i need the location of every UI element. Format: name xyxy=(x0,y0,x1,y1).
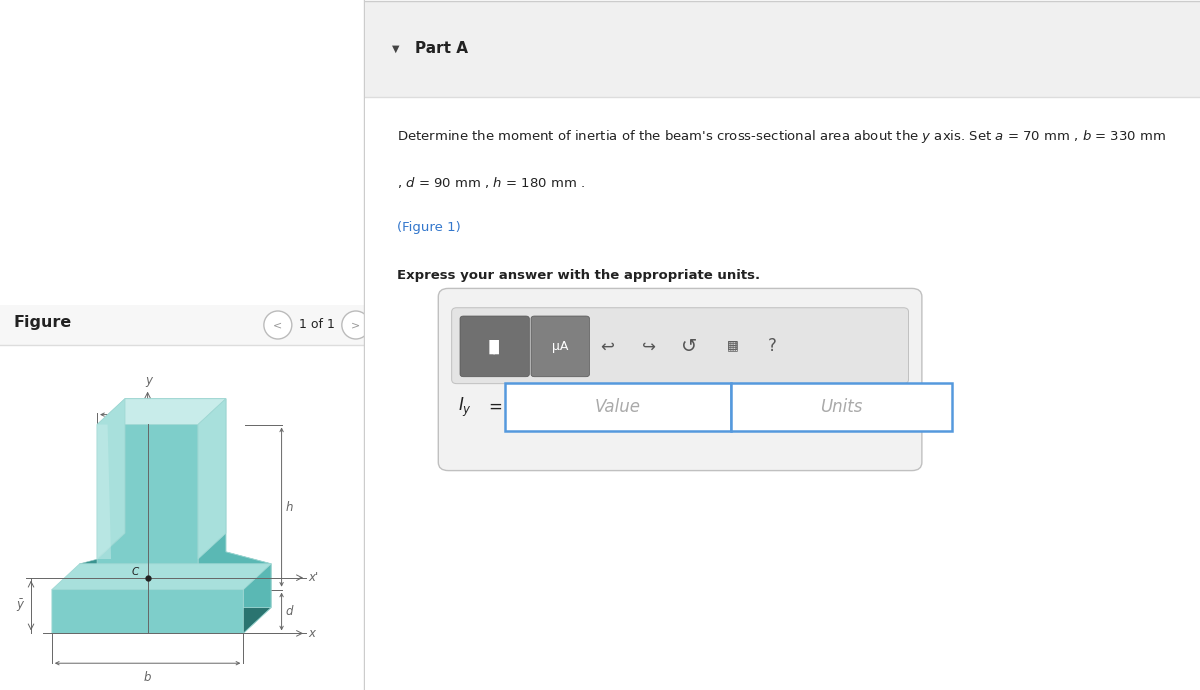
Polygon shape xyxy=(52,424,244,633)
Text: $\bar{y}$: $\bar{y}$ xyxy=(17,598,26,613)
Polygon shape xyxy=(97,424,112,559)
Bar xyxy=(505,383,731,431)
Text: ▼: ▼ xyxy=(391,44,400,54)
Text: (Figure 1): (Figure 1) xyxy=(396,221,461,234)
Text: b: b xyxy=(144,671,151,684)
FancyBboxPatch shape xyxy=(451,308,908,384)
Text: ▐▌: ▐▌ xyxy=(484,339,505,353)
Text: C: C xyxy=(132,566,139,577)
Text: ▦: ▦ xyxy=(726,340,738,353)
Text: x': x' xyxy=(308,571,319,584)
Polygon shape xyxy=(52,607,271,633)
Text: >: > xyxy=(352,320,360,330)
Text: ⊟: ⊟ xyxy=(726,339,738,353)
Text: ↩: ↩ xyxy=(600,337,614,355)
Text: μA: μA xyxy=(552,340,569,353)
Text: h: h xyxy=(286,500,294,513)
Text: a: a xyxy=(119,402,126,412)
Polygon shape xyxy=(97,399,125,559)
Text: ↪: ↪ xyxy=(642,337,655,355)
FancyBboxPatch shape xyxy=(532,316,589,377)
Bar xyxy=(0,305,364,345)
Polygon shape xyxy=(52,564,271,590)
FancyBboxPatch shape xyxy=(438,288,922,471)
Text: Part A: Part A xyxy=(415,41,468,57)
Text: y: y xyxy=(145,374,152,387)
Text: d: d xyxy=(286,605,294,618)
Bar xyxy=(731,383,952,431)
Polygon shape xyxy=(198,399,271,633)
Text: Units: Units xyxy=(820,398,863,416)
Text: $I_y$: $I_y$ xyxy=(458,395,473,419)
Text: x: x xyxy=(308,627,316,640)
Text: a: a xyxy=(169,402,176,412)
Text: , $d$ = 90 mm , $h$ = 180 mm .: , $d$ = 90 mm , $h$ = 180 mm . xyxy=(396,175,584,190)
Polygon shape xyxy=(97,399,226,424)
Text: ?: ? xyxy=(768,337,776,355)
Text: ↺: ↺ xyxy=(680,337,697,356)
Text: =: = xyxy=(488,398,503,416)
Text: Express your answer with the appropriate units.: Express your answer with the appropriate… xyxy=(396,269,760,282)
Polygon shape xyxy=(79,399,271,607)
Text: <: < xyxy=(274,320,282,330)
Polygon shape xyxy=(198,399,226,559)
Text: Figure: Figure xyxy=(14,315,72,331)
FancyBboxPatch shape xyxy=(460,316,529,377)
Text: 1 of 1: 1 of 1 xyxy=(299,319,335,331)
Bar xyxy=(365,1,1200,97)
Circle shape xyxy=(264,311,292,339)
Circle shape xyxy=(342,311,370,339)
Text: Determine the moment of inertia of the beam's cross-sectional area about the $y$: Determine the moment of inertia of the b… xyxy=(396,128,1165,145)
Text: Value: Value xyxy=(595,398,641,416)
